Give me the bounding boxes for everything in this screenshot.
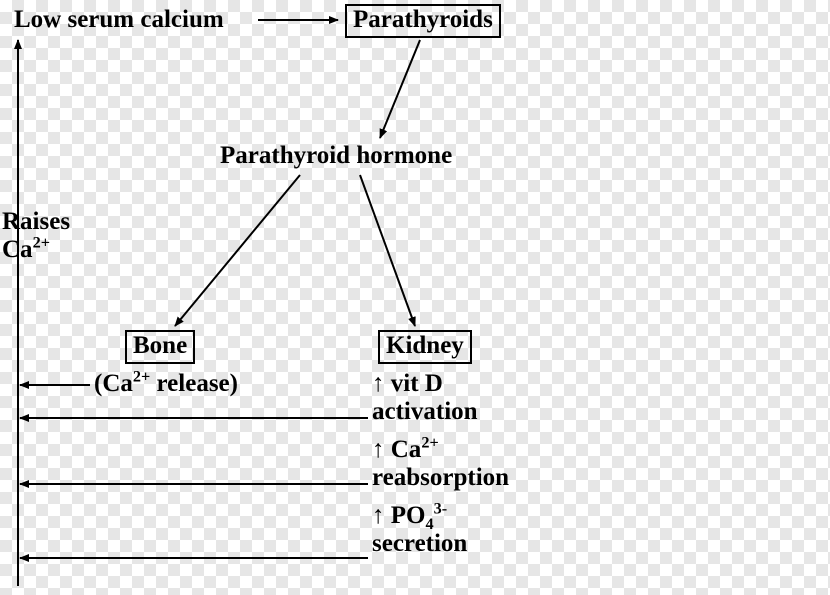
po4-line2: secretion bbox=[372, 530, 467, 557]
up-arrow-icon: ↑ bbox=[372, 502, 385, 529]
edge-parathyroids-to-pth bbox=[380, 40, 420, 138]
node-vit-d-activation: ↑ vit D activation bbox=[372, 370, 478, 425]
node-ca-reabsorption: ↑ Ca2+ reabsorption bbox=[372, 436, 509, 491]
bone-text: Bone bbox=[133, 332, 187, 359]
ca-reabs-line2: reabsorption bbox=[372, 464, 509, 491]
vitd-line1: vit D bbox=[385, 370, 443, 397]
raises-ca-sup: 2+ bbox=[33, 233, 50, 251]
po4-sup: 3- bbox=[434, 500, 448, 518]
node-low-serum-calcium: Low serum calcium bbox=[14, 6, 224, 34]
raises-ca-prefix: Ca bbox=[2, 236, 33, 263]
node-parathyroid-hormone: Parathyroid hormone bbox=[220, 142, 452, 170]
ca-release-sup: 2+ bbox=[133, 368, 150, 386]
raises-text: Raises bbox=[2, 208, 70, 235]
node-bone: Bone bbox=[125, 330, 195, 364]
ca-release-prefix: (Ca bbox=[94, 370, 133, 397]
node-po4-secretion: ↑ PO43- secretion bbox=[372, 502, 467, 557]
parathyroid-hormone-text: Parathyroid hormone bbox=[220, 142, 452, 169]
node-ca-release: (Ca2+ release) bbox=[94, 370, 238, 398]
edge-pth-to-bone bbox=[175, 175, 300, 326]
up-arrow-icon: ↑ bbox=[372, 436, 385, 463]
parathyroids-text: Parathyroids bbox=[353, 6, 493, 33]
node-parathyroids: Parathyroids bbox=[345, 4, 501, 38]
node-kidney: Kidney bbox=[378, 330, 472, 364]
low-serum-calcium-text: Low serum calcium bbox=[14, 6, 224, 33]
vitd-line2: activation bbox=[372, 398, 478, 425]
ca-release-suffix: release) bbox=[150, 370, 238, 397]
kidney-text: Kidney bbox=[386, 332, 464, 359]
ca-reabs-sup: 2+ bbox=[421, 434, 438, 452]
ca-reabs-prefix: Ca bbox=[385, 436, 422, 463]
node-raises-ca: Raises Ca2+ bbox=[2, 208, 70, 263]
po4-prefix: PO bbox=[385, 502, 426, 529]
edge-pth-to-kidney bbox=[360, 175, 415, 326]
up-arrow-icon: ↑ bbox=[372, 370, 385, 397]
